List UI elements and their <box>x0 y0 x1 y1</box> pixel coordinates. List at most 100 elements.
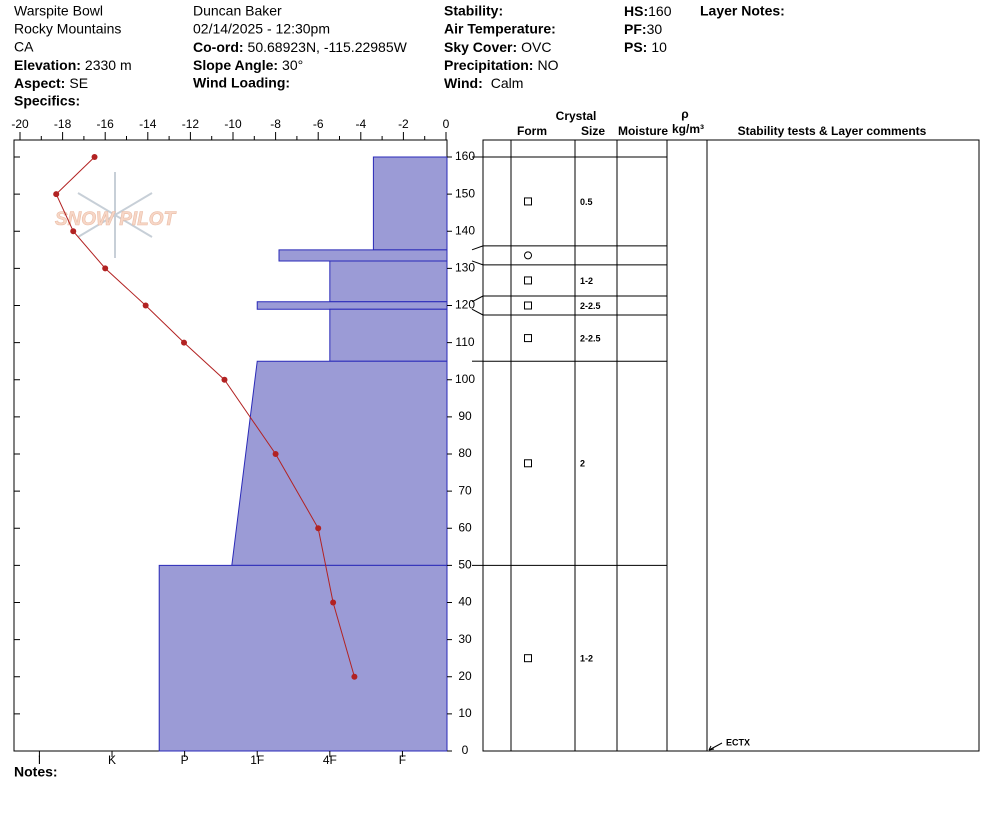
temperature-point <box>181 339 188 346</box>
hardness-bar <box>278 249 448 262</box>
temperature-point <box>315 525 322 532</box>
x-tick-label: -4 <box>355 117 366 131</box>
snowflake <box>77 172 153 258</box>
y-tick-label: 80 <box>458 446 472 460</box>
logo: SNOW PILOT <box>55 172 177 258</box>
hardness-bar <box>329 308 448 362</box>
hardness-tick-label: 1F <box>250 753 264 767</box>
x-tick-label: -18 <box>54 117 72 131</box>
size: Size <box>581 124 605 138</box>
x-tick-label: -14 <box>139 117 157 131</box>
label: Wind: <box>444 75 483 91</box>
temperature-point <box>102 265 109 272</box>
slope: Slope Angle: 30° <box>193 57 303 73</box>
hardness-bar <box>231 360 448 566</box>
density-unit: kg/m³ <box>672 122 704 136</box>
label: Elevation: <box>14 57 81 73</box>
y-tick-label: 150 <box>455 186 475 200</box>
moisture: Moisture <box>618 124 668 138</box>
label: Aspect: <box>14 75 65 91</box>
temperature-point <box>330 599 337 606</box>
label: PF: <box>624 21 647 37</box>
hardness-tick-label: P <box>181 753 189 767</box>
value: SE <box>69 75 88 91</box>
hardness-bar <box>329 260 448 303</box>
y-tick-label: 20 <box>458 669 472 683</box>
stability: Stability: <box>444 3 503 19</box>
boundary-connector <box>471 295 484 303</box>
value: 50.68923N, -115.22985W <box>248 39 408 55</box>
value: 10 <box>651 39 667 55</box>
region: CA <box>14 39 34 55</box>
x-tick-label: -16 <box>97 117 115 131</box>
hardness-tick-label: K <box>108 753 116 767</box>
wind: Wind: Calm <box>444 75 523 91</box>
boundary-connector <box>471 260 484 266</box>
grain-form <box>524 654 532 663</box>
range: Rocky Mountains <box>14 21 121 37</box>
x-tick-label: -12 <box>182 117 200 131</box>
hardness-bar <box>158 564 448 752</box>
label: Precipitation: <box>444 57 533 73</box>
boundary-connector <box>471 308 484 316</box>
location: Warspite Bowl <box>14 3 103 19</box>
x-tick-label: -2 <box>398 117 409 131</box>
temperature-point <box>142 302 149 309</box>
notes: Notes: <box>14 764 58 780</box>
value: OVC <box>521 39 551 55</box>
grain-form <box>524 301 532 310</box>
elevation: Elevation: 2330 m <box>14 57 132 73</box>
pf: PF:30 <box>624 21 662 37</box>
hardness-tick-label: F <box>399 753 406 767</box>
y-tick-label: 140 <box>455 223 475 237</box>
header: Warspite Bowl Rocky Mountains CA Elevati… <box>14 3 785 109</box>
y-tick-label: 0 <box>462 743 469 757</box>
table-header: Crystal Form Size Moisture ρ kg/m³ Stabi… <box>517 107 927 138</box>
grain-size: 0.5 <box>580 197 593 207</box>
temperature-point <box>53 191 60 198</box>
y-tick-label: 90 <box>458 409 472 423</box>
x-tick-label: -8 <box>270 117 281 131</box>
x-tick-label: 0 <box>443 117 450 131</box>
value: 2330 m <box>85 57 132 73</box>
grain-size: 2-2.5 <box>580 333 601 343</box>
boundary-connector <box>471 245 484 251</box>
label: PS: <box>624 39 647 55</box>
datetime: 02/14/2025 - 12:30pm <box>193 21 330 37</box>
value: 30 <box>647 21 663 37</box>
temperature-point <box>91 154 98 160</box>
test-label: ECTX <box>726 737 750 747</box>
hs: HS:160 <box>624 3 672 19</box>
ps: PS: 10 <box>624 39 667 55</box>
value: 30° <box>282 57 303 73</box>
temperature-point <box>70 228 77 235</box>
hardness-bar <box>372 156 448 251</box>
hardness-tick-label: I <box>38 753 41 767</box>
y-tick-label: 50 <box>458 558 472 572</box>
logo-text: SNOW PILOT <box>55 209 177 230</box>
value: NO <box>537 57 558 73</box>
table-frame <box>482 139 980 752</box>
grain-size: 1-2 <box>580 654 593 664</box>
value: Calm <box>491 75 524 91</box>
temperature-point <box>272 451 279 457</box>
observer: Duncan Baker <box>193 3 282 19</box>
y-tick-label: 160 <box>455 149 475 163</box>
temperature-point <box>351 673 358 680</box>
temperature-point <box>221 376 228 383</box>
form: Form <box>517 124 547 138</box>
specifics: Specifics: <box>14 93 80 109</box>
grain-size: 2 <box>580 459 585 469</box>
y-tick-label: 110 <box>455 335 474 349</box>
y-tick-label: 30 <box>458 632 472 646</box>
hardness-bar <box>256 301 448 310</box>
x-tick-label: -20 <box>11 117 29 131</box>
grain-size: 1-2 <box>580 276 593 286</box>
value: 160 <box>648 3 672 19</box>
grain-form <box>524 251 532 260</box>
rho: ρ <box>681 107 688 121</box>
label: Co-ord: <box>193 39 244 55</box>
grain-form <box>524 334 532 343</box>
layer-notes: Layer Notes: <box>700 3 785 19</box>
